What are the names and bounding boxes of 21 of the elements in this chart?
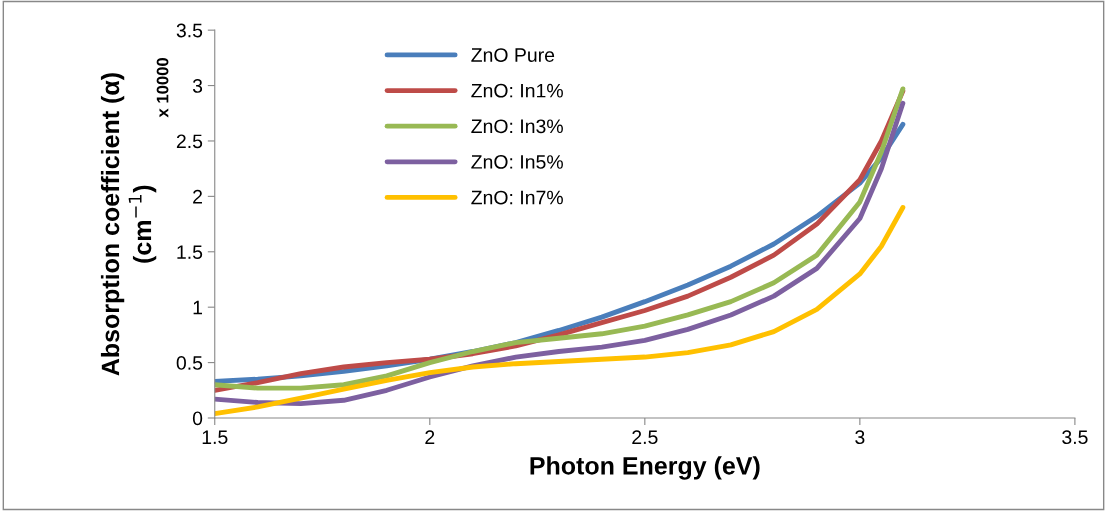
y-tick-label: 3 — [192, 79, 203, 93]
line-series — [214, 205, 906, 416]
y-tick-label: 0 — [192, 411, 203, 426]
legend-label: ZnO: In7% — [471, 190, 563, 205]
y-tick-label: 1 — [193, 300, 202, 315]
y-tick-label: 1.5 — [177, 245, 203, 260]
x-tick-label: 2.5 — [632, 430, 658, 445]
y-axis-title: Absorption coefficient (α) (cm$^{−1}$) — [100, 73, 157, 376]
x-tick-label: 2 — [425, 430, 435, 444]
x-tick-label: 3 — [855, 430, 865, 445]
y-tick-label: 3.5 — [176, 23, 203, 38]
y-tick-label: 2 — [193, 189, 202, 204]
legend-label: ZnO: In5% — [471, 155, 563, 169]
y-tick-label: 0.5 — [176, 356, 203, 370]
text: x 10000 — [156, 57, 169, 118]
legend-label: ZnO: In1% — [471, 83, 563, 98]
x-axis-title: Photon Energy (eV) — [530, 456, 760, 480]
legend-label: ZnO: In3% — [471, 119, 563, 134]
x-tick-label: 3.5 — [1062, 430, 1088, 445]
y-tick-label: 2.5 — [176, 134, 203, 149]
legend-label: ZnO Pure — [471, 48, 555, 62]
